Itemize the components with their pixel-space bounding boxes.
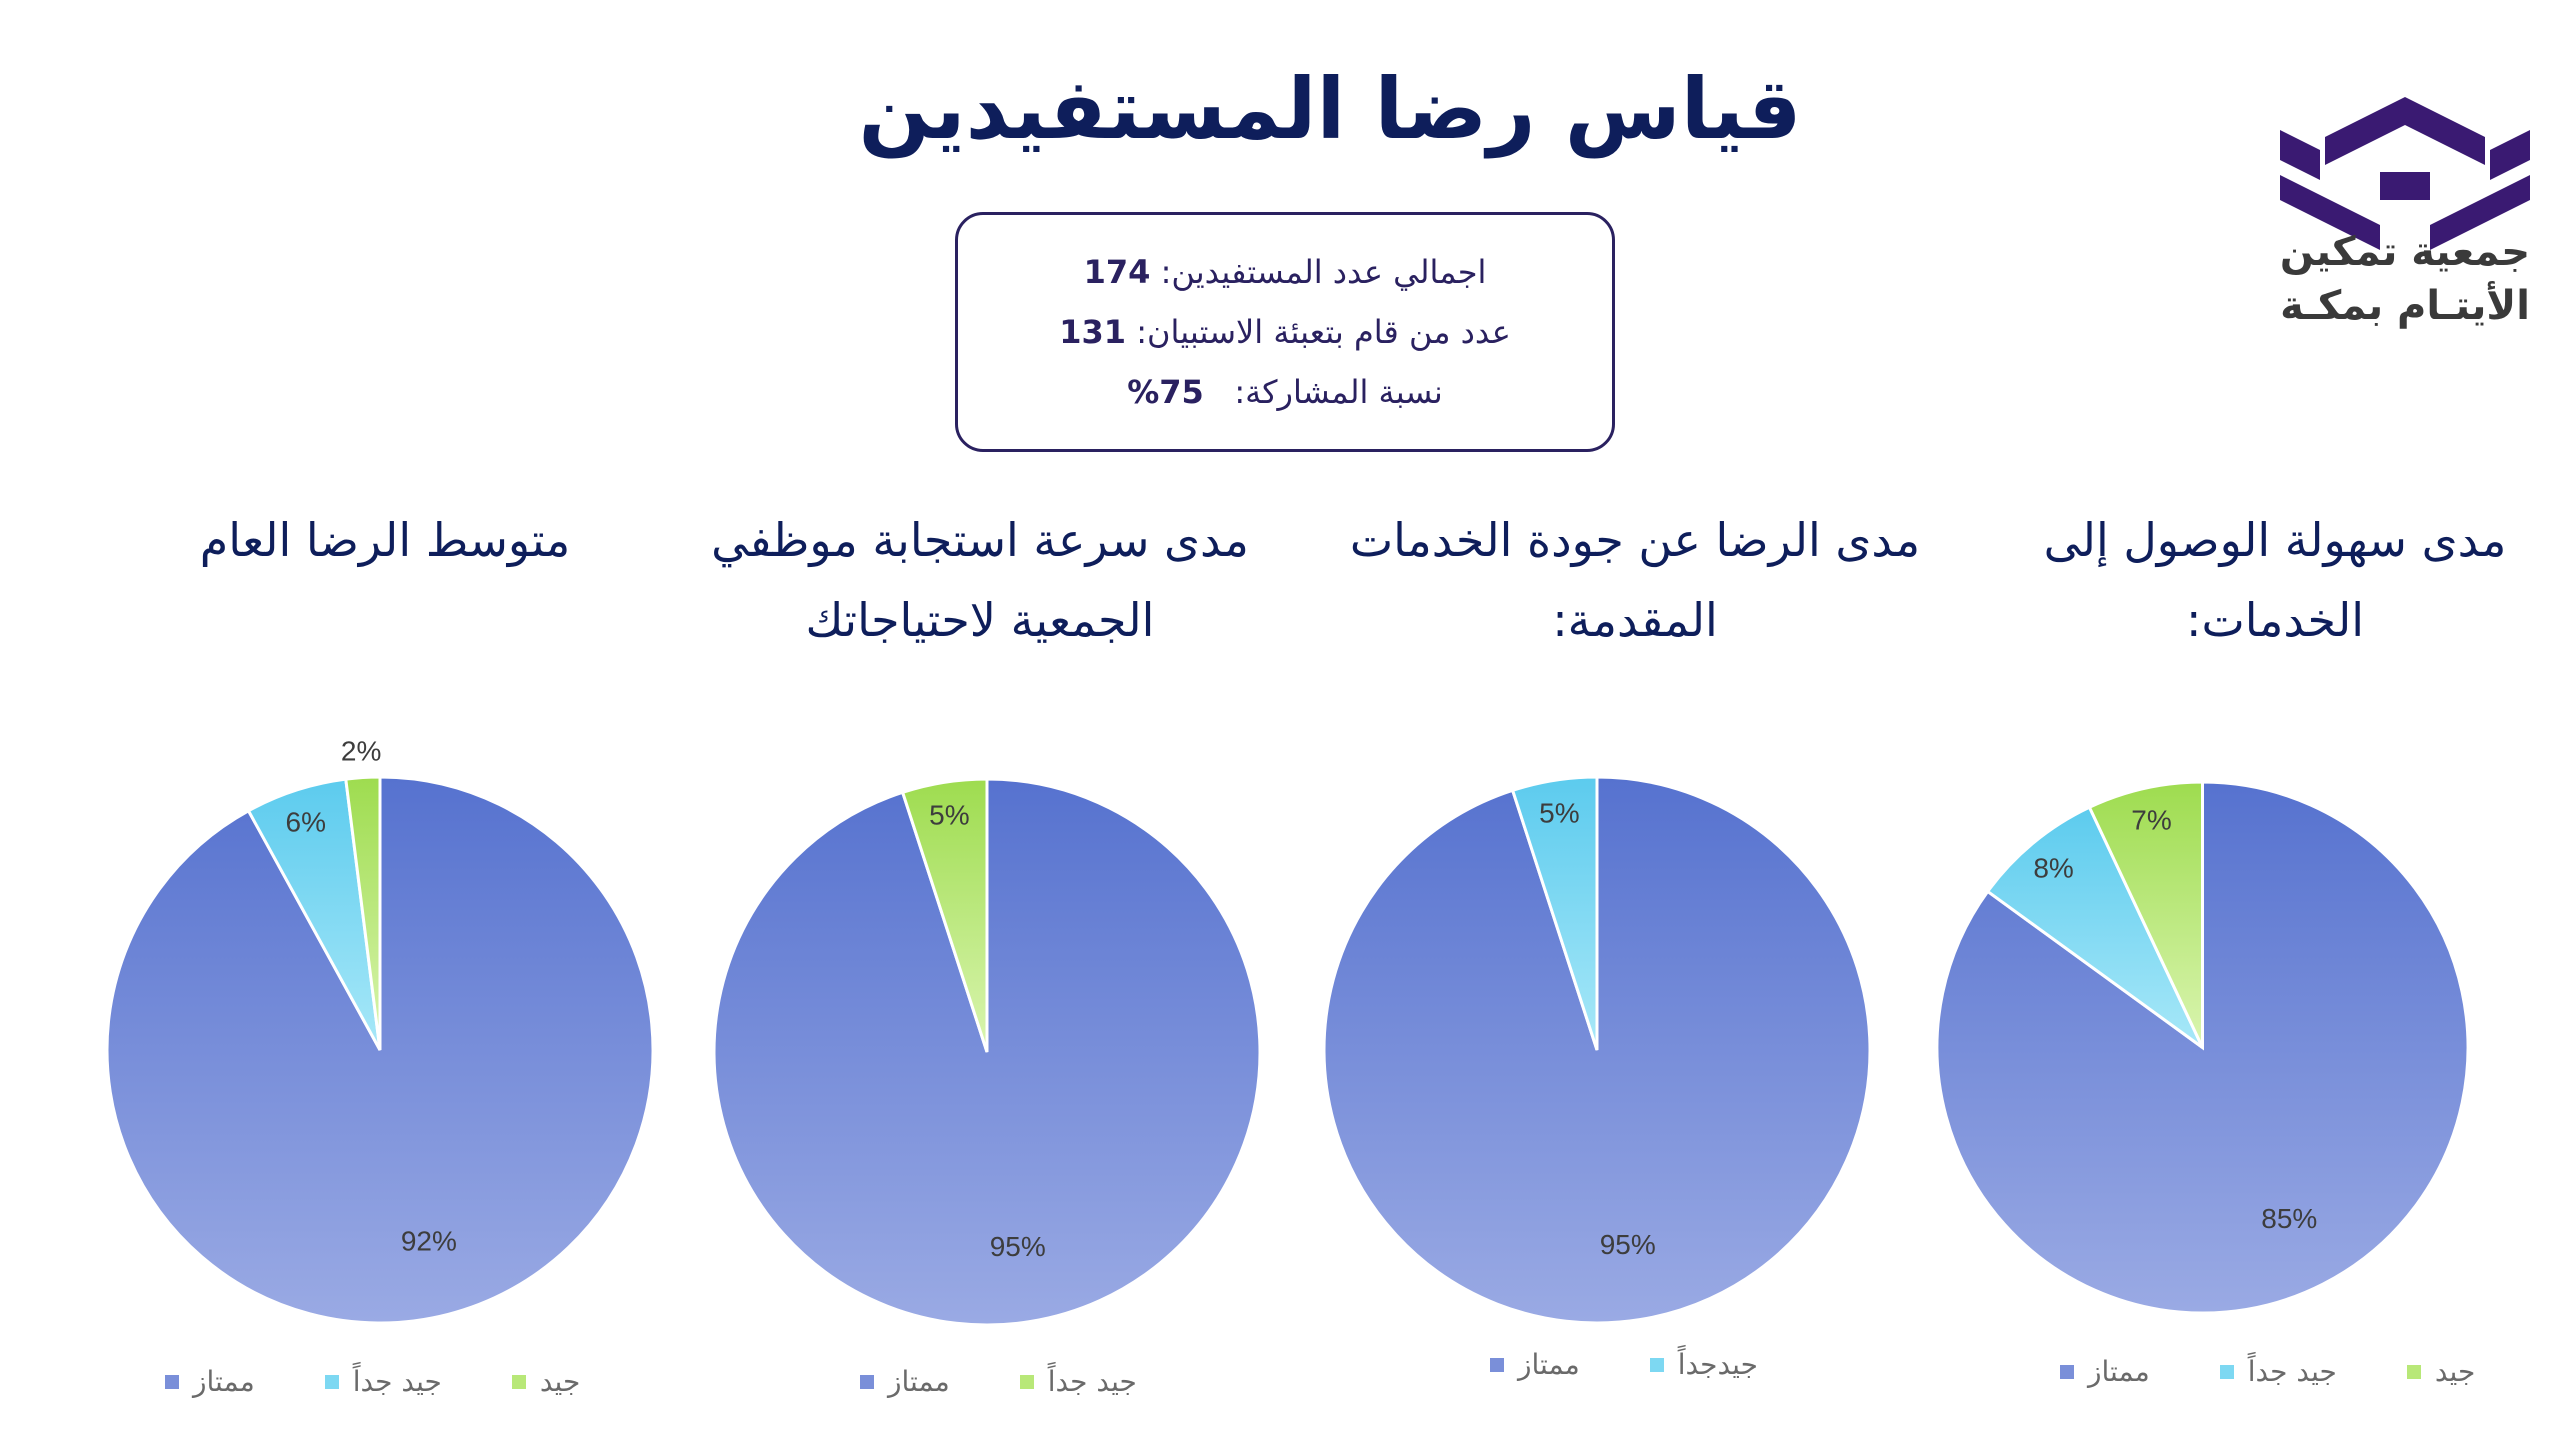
legend-label: جيد جداً (352, 1365, 442, 1398)
pie-slice-1 (900, 777, 989, 1053)
stats-box: اجمالي عدد المستفيدين: 174 عدد من قام بت… (955, 212, 1615, 452)
page-title: قياس رضا المستفيدين (858, 60, 1802, 158)
legend-label: جيد جداً (2247, 1355, 2337, 1388)
legend-swatch (1490, 1357, 1504, 1372)
legend-swatch (511, 1374, 526, 1389)
pie-chart-response-speed: 95% 5% (712, 777, 1262, 1327)
stat-value: 131 (1059, 313, 1127, 351)
stat-label: نسبة المشاركة: (1234, 373, 1443, 411)
legend-label: جيد (2434, 1355, 2476, 1388)
chart-title-response-speed: مدى سرعة استجابة موظفي الجمعية لاحتياجات… (711, 513, 1249, 647)
pie-slice-1 (1510, 775, 1599, 1051)
data-label-1: 8% (2033, 852, 2073, 883)
pie-chart-service-quality: 95% 5% (1322, 775, 1872, 1325)
stat-participation-rate: نسبة المشاركة: 75% (1127, 373, 1443, 411)
data-label-1: 5% (929, 800, 969, 831)
pie-slice-0 (105, 775, 655, 1325)
data-label-0: 95% (1600, 1229, 1656, 1260)
legend-overall: ممتاز جيد جداً جيد (165, 1365, 580, 1398)
pie-chart-access-ease: 85% 8% 7% (1935, 780, 2470, 1315)
pie-chart-overall-satisfaction: 92% 6% 2% (105, 735, 655, 1325)
legend-access-ease: ممتاز جيد جداً جيد (2060, 1355, 2475, 1388)
legend-swatch (2406, 1364, 2421, 1379)
data-label-2: 2% (341, 735, 381, 766)
data-label-0: 95% (990, 1231, 1046, 1262)
stat-label: عدد من قام بتعبئة الاستبيان: (1136, 313, 1511, 351)
pie-slice-2 (2087, 780, 2204, 1049)
legend-swatch (2219, 1364, 2234, 1379)
pie-slice-2 (344, 775, 382, 1051)
organization-name-line1: جمعية تمكين (2279, 229, 2531, 275)
stat-total-beneficiaries: اجمالي عدد المستفيدين: 174 (1084, 253, 1487, 291)
organization-name: جمعية تمكين الأيتـام بمكـة (2270, 225, 2540, 333)
chart-title-access-ease: مدى سهولة الوصول إلى الخدمات: (2043, 513, 2507, 647)
legend-label: جيد جداً (1047, 1365, 1137, 1398)
legend-item-1: جيد جداً (2219, 1355, 2337, 1388)
legend-swatch (165, 1374, 179, 1389)
legend-item-2: جيد (511, 1365, 581, 1398)
legend-item-0: ممتاز (860, 1365, 950, 1398)
legend-swatch (1649, 1357, 1664, 1372)
legend-response-speed: ممتاز جيد جداً (860, 1365, 1137, 1398)
legend-label: ممتاز (888, 1365, 950, 1398)
legend-label: جيدجداً (1677, 1348, 1758, 1381)
data-label-1: 6% (286, 807, 326, 838)
data-label-1: 5% (1539, 798, 1579, 829)
data-label-2: 7% (2131, 804, 2171, 835)
chart-title-service-quality: مدى الرضا عن جودة الخدمات المقدمة: (1349, 513, 1921, 647)
organization-logo (2280, 97, 2530, 250)
legend-item-0: ممتاز (1490, 1348, 1580, 1381)
legend-item-2: جيد (2406, 1355, 2476, 1388)
chart-title-overall: متوسط الرضا العام (199, 513, 571, 567)
pie-slice-1 (1985, 805, 2204, 1049)
legend-label: ممتاز (2088, 1355, 2150, 1388)
legend-item-0: ممتاز (2060, 1355, 2150, 1388)
legend-swatch (860, 1374, 874, 1389)
stat-value: 75% (1127, 373, 1204, 411)
legend-swatch (2060, 1364, 2074, 1379)
legend-item-1: جيدجداً (1649, 1348, 1758, 1381)
legend-swatch (324, 1374, 339, 1389)
legend-label: جيد (539, 1365, 581, 1398)
legend-label: ممتاز (193, 1365, 255, 1398)
legend-swatch (1019, 1374, 1034, 1389)
stat-respondents: عدد من قام بتعبئة الاستبيان: 131 (1059, 313, 1511, 351)
data-label-0: 85% (2261, 1203, 2317, 1234)
legend-item-0: ممتاز (165, 1365, 255, 1398)
data-label-0: 92% (401, 1225, 457, 1256)
legend-item-1: جيد جداً (1019, 1365, 1137, 1398)
stat-value: 174 (1083, 253, 1151, 291)
stat-label: اجمالي عدد المستفيدين: (1160, 253, 1487, 291)
legend-service-quality: ممتاز جيدجداً (1490, 1348, 1758, 1381)
organization-name-line2: الأيتـام بمكـة (2280, 283, 2530, 329)
legend-item-1: جيد جداً (324, 1365, 442, 1398)
legend-label: ممتاز (1518, 1348, 1580, 1381)
